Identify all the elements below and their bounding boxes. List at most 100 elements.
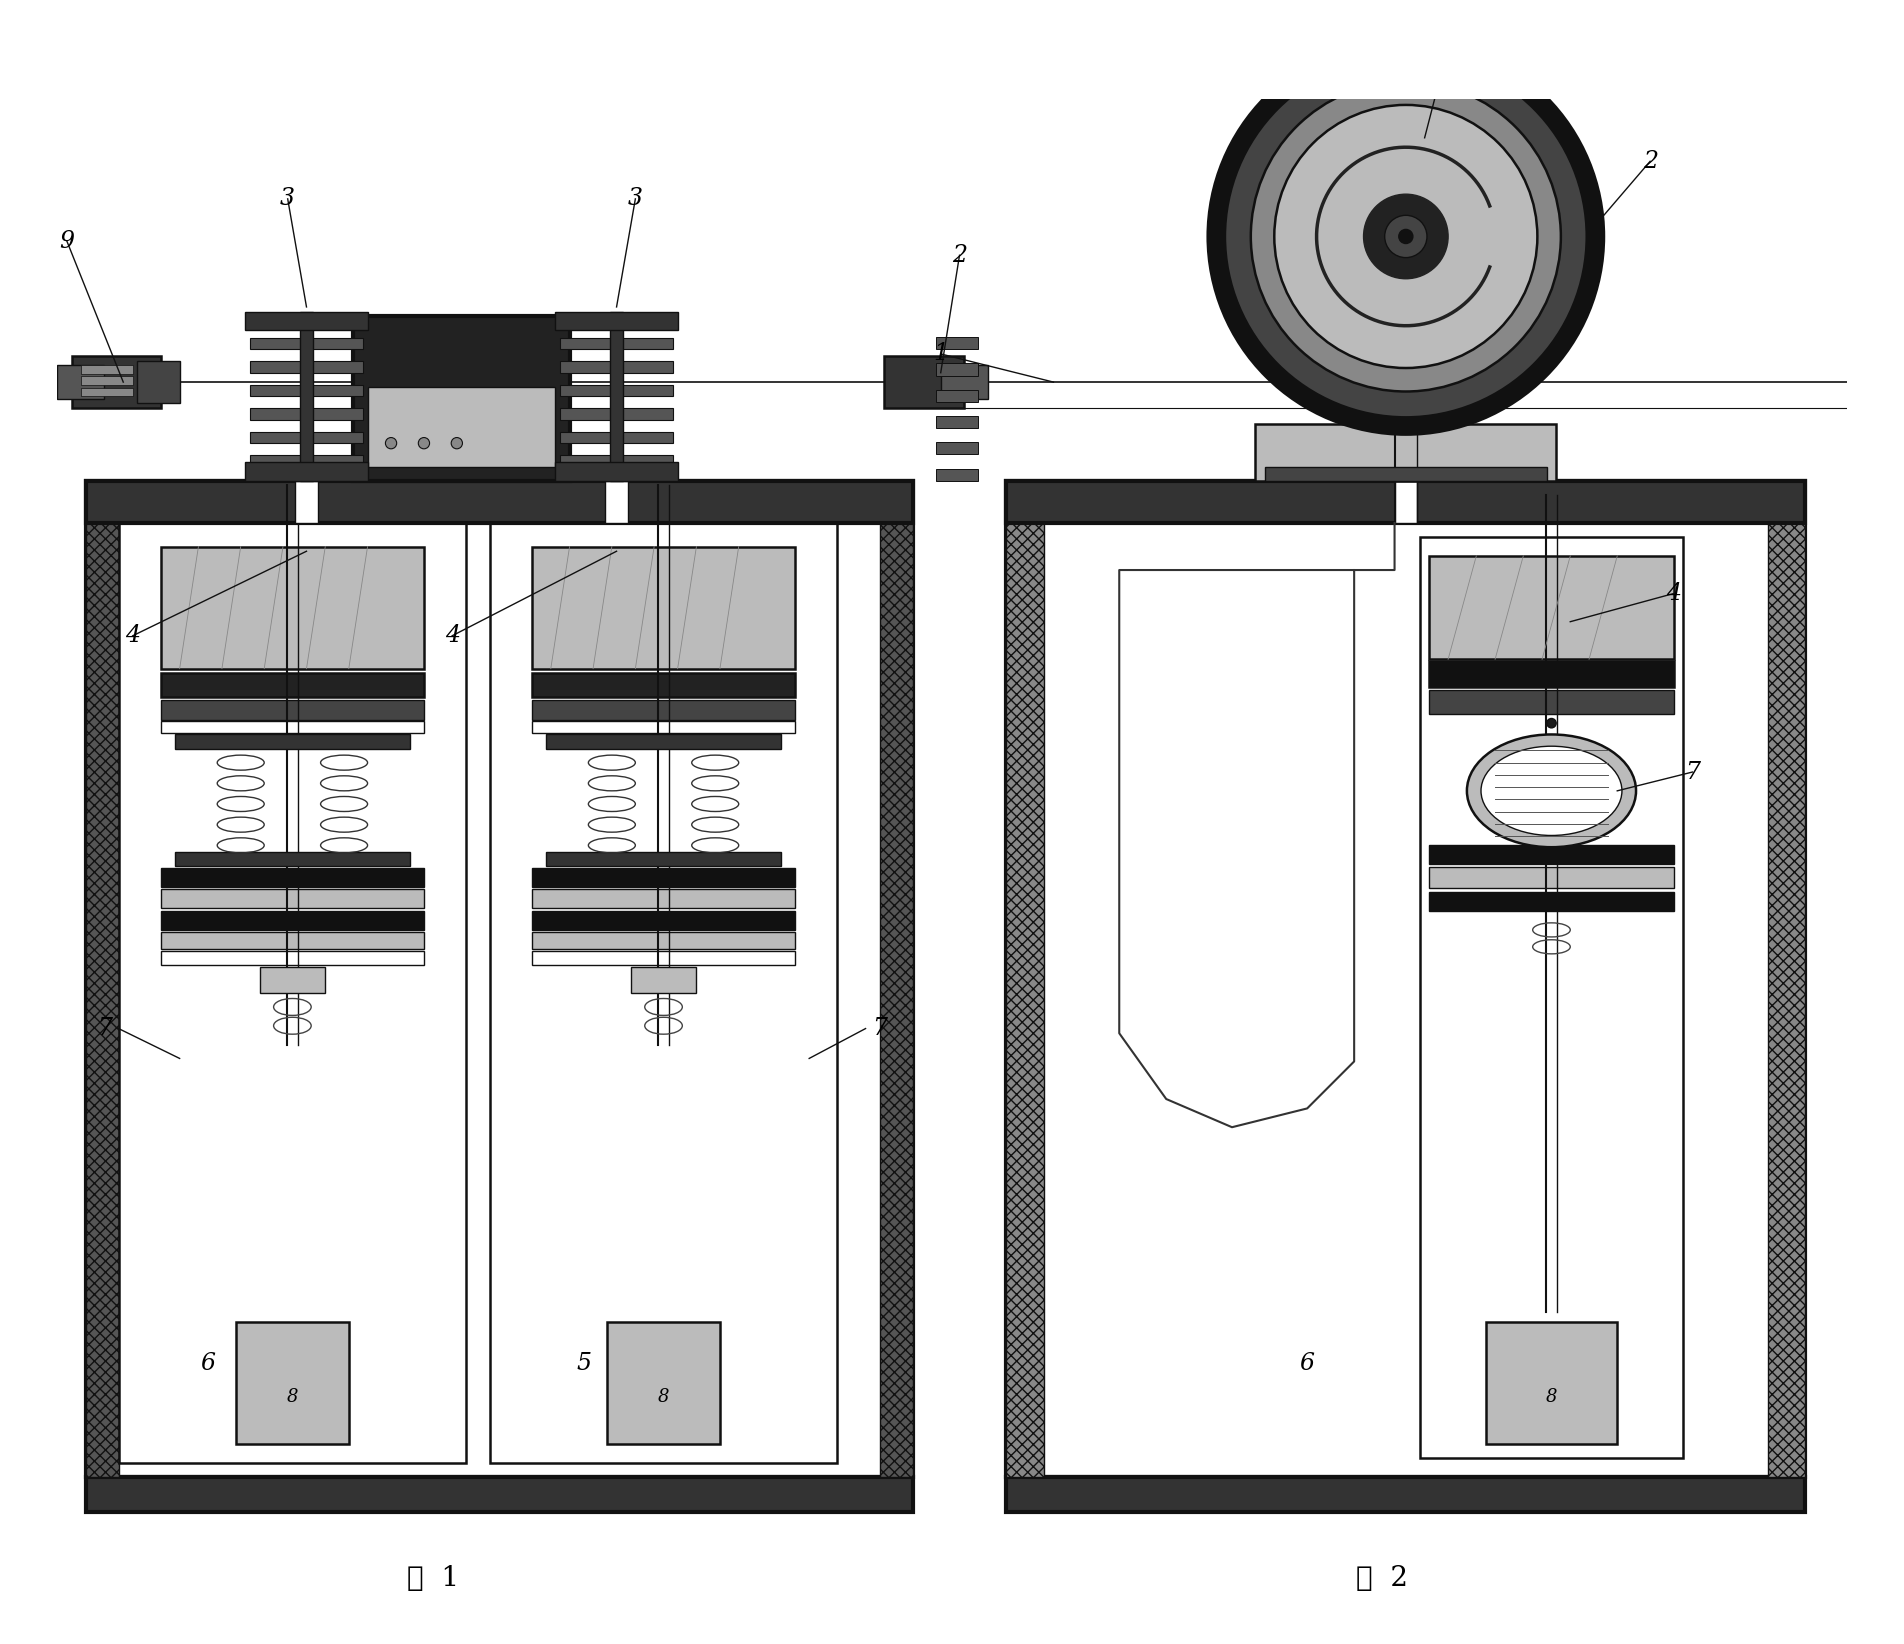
Bar [1430,893,1674,911]
Text: 4: 4 [126,625,141,648]
Bar [937,390,979,401]
Text: 8: 8 [657,1388,670,1406]
Bar [883,355,963,408]
Text: 9: 9 [59,230,74,253]
Bar [301,312,312,480]
Bar [556,312,678,330]
Bar [560,455,672,467]
Text: 图  2: 图 2 [1356,1565,1409,1591]
Bar [531,674,796,697]
Bar [489,523,838,1463]
Bar [246,312,367,330]
Bar [1420,538,1683,1458]
Text: 1: 1 [933,342,948,365]
Ellipse shape [1466,735,1636,847]
Bar [1767,480,1805,1476]
Bar [57,365,105,399]
Bar [249,314,364,326]
Bar [531,700,796,720]
Ellipse shape [1251,82,1561,391]
Ellipse shape [1399,230,1413,243]
Bar [1007,480,1043,1476]
Bar [556,462,678,480]
Bar [630,967,697,993]
Bar [354,316,569,480]
Text: 5: 5 [577,1353,590,1376]
Text: 8: 8 [1546,1388,1557,1406]
Bar [531,911,796,931]
Bar [605,480,628,523]
Bar [160,932,425,949]
Text: 7: 7 [1685,761,1700,784]
Ellipse shape [385,437,396,449]
Bar [560,314,672,326]
Bar [1430,661,1674,687]
Bar [546,852,781,866]
Bar [1430,845,1674,865]
Text: 2: 2 [1643,150,1658,173]
Bar [1255,424,1556,480]
Bar [249,339,364,349]
Bar [249,455,364,467]
Bar [86,1476,912,1512]
Bar [295,480,318,523]
Bar [246,462,367,480]
Bar [160,700,425,720]
Bar [941,365,988,399]
Bar [137,362,179,403]
Bar [259,967,326,993]
Bar [72,355,160,408]
Bar [531,868,796,886]
Text: 4: 4 [1666,582,1681,605]
Bar [249,362,364,373]
Ellipse shape [1363,194,1449,279]
Text: 6: 6 [1300,1353,1314,1376]
Bar [249,432,364,444]
Text: 3: 3 [280,187,295,210]
Bar [160,674,425,697]
Bar [1264,467,1546,480]
Bar [607,1322,720,1443]
Text: 9: 9 [1455,0,1470,3]
Text: 7: 7 [97,1018,112,1041]
Bar [937,363,979,375]
Bar [82,388,133,396]
Text: 6: 6 [200,1353,215,1376]
Bar [560,432,672,444]
Text: 图  1: 图 1 [407,1565,459,1591]
Bar [531,932,796,949]
Ellipse shape [1384,215,1426,258]
Bar [1394,480,1417,523]
Bar [880,480,912,1476]
Bar [937,442,979,454]
Bar [937,337,979,349]
Bar [249,408,364,419]
Ellipse shape [1481,746,1622,835]
Text: 2: 2 [952,243,967,266]
Bar [1485,1322,1616,1443]
Bar [937,469,979,480]
Bar [937,416,979,427]
Bar [1430,866,1674,888]
Bar [1007,1476,1805,1512]
Text: 8: 8 [288,1388,299,1406]
Bar [249,385,364,396]
Bar [86,480,912,1476]
Bar [560,339,672,349]
Bar [546,735,781,748]
Bar [160,868,425,886]
Bar [236,1322,348,1443]
Ellipse shape [1209,39,1603,434]
Bar [1007,480,1805,523]
Ellipse shape [1274,105,1537,368]
Bar [531,546,796,669]
Ellipse shape [419,437,430,449]
Bar [160,889,425,907]
Ellipse shape [451,437,463,449]
Bar [175,735,409,748]
Bar [118,523,466,1463]
Bar [82,365,133,373]
Bar [1430,556,1674,659]
Bar [175,852,409,866]
Bar [531,950,796,965]
